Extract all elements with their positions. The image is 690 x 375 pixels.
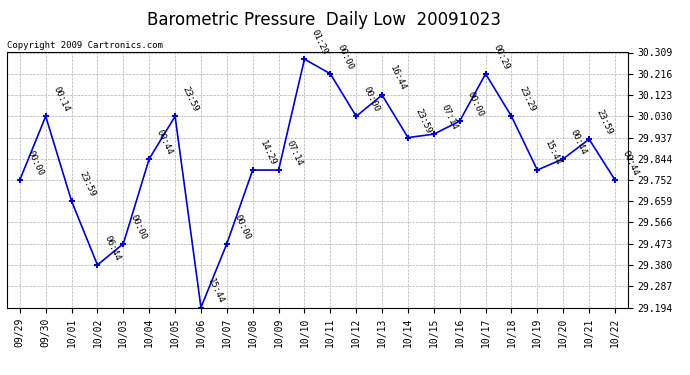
Text: 16:44: 16:44 — [388, 64, 407, 92]
Text: 23:59: 23:59 — [413, 106, 433, 135]
Text: 00:00: 00:00 — [465, 90, 485, 118]
Text: 23:59: 23:59 — [595, 108, 614, 136]
Text: 00:00: 00:00 — [362, 86, 382, 114]
Text: 00:29: 00:29 — [491, 43, 511, 71]
Text: 01:29: 01:29 — [310, 28, 330, 56]
Text: 00:00: 00:00 — [336, 43, 355, 71]
Text: 14:29: 14:29 — [258, 139, 278, 167]
Text: 15:44: 15:44 — [206, 276, 226, 305]
Text: 07:14: 07:14 — [284, 139, 304, 167]
Text: 00:14: 00:14 — [51, 86, 71, 114]
Text: 00:00: 00:00 — [233, 213, 252, 241]
Text: 00:44: 00:44 — [620, 149, 640, 177]
Text: 23:59: 23:59 — [181, 86, 200, 114]
Text: 00:00: 00:00 — [26, 149, 45, 177]
Text: 23:29: 23:29 — [517, 86, 537, 114]
Text: 00:44: 00:44 — [569, 128, 589, 156]
Text: 00:00: 00:00 — [129, 213, 148, 241]
Text: 00:44: 00:44 — [155, 128, 175, 156]
Text: 07:14: 07:14 — [440, 103, 459, 131]
Text: Barometric Pressure  Daily Low  20091023: Barometric Pressure Daily Low 20091023 — [147, 11, 502, 29]
Text: 06:44: 06:44 — [103, 234, 123, 262]
Text: Copyright 2009 Cartronics.com: Copyright 2009 Cartronics.com — [7, 41, 163, 50]
Text: 23:59: 23:59 — [77, 170, 97, 198]
Text: 15:44: 15:44 — [543, 139, 562, 167]
